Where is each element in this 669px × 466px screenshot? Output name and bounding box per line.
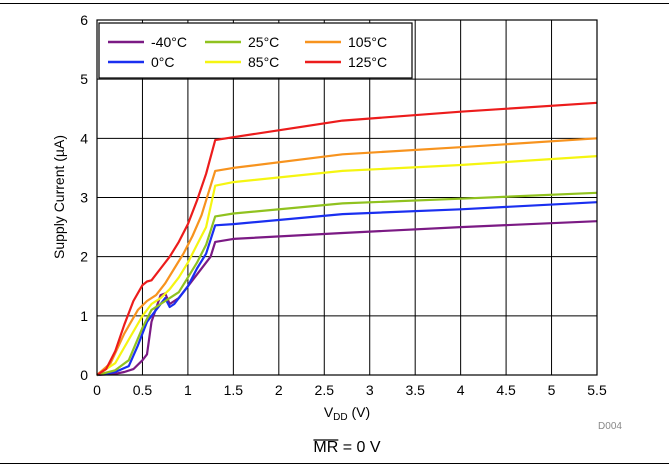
x-tick-label: 5.5 bbox=[587, 382, 607, 398]
y-tick-label: 5 bbox=[80, 71, 88, 87]
series-lines bbox=[96, 101, 598, 377]
x-tick-label: 1.5 bbox=[224, 382, 244, 398]
x-axis-label: VDD (V) bbox=[324, 404, 370, 423]
y-tick-label: 2 bbox=[80, 249, 88, 265]
series-line bbox=[96, 201, 598, 377]
plot-frame bbox=[96, 19, 598, 376]
series-line bbox=[96, 220, 598, 377]
legend-label: 0°C bbox=[151, 54, 175, 70]
series-line bbox=[96, 191, 598, 377]
bottom-rule bbox=[0, 463, 669, 464]
legend: -40°C 0°C 25°C 85°C 105°C 125°C bbox=[98, 22, 413, 79]
y-tick-label: 6 bbox=[80, 12, 88, 28]
x-tick-label: 3 bbox=[366, 382, 374, 398]
legend-label: -40°C bbox=[151, 34, 187, 50]
y-tick-label: 4 bbox=[80, 130, 88, 146]
y-tick-label: 0 bbox=[80, 367, 88, 383]
top-rule bbox=[0, 3, 669, 4]
y-axis-label: Supply Current (µA) bbox=[51, 135, 67, 259]
x-tick-label: 4 bbox=[457, 382, 465, 398]
legend-box bbox=[98, 22, 413, 79]
series-line bbox=[96, 137, 598, 376]
legend-label: 25°C bbox=[248, 34, 279, 50]
series-line bbox=[96, 101, 598, 376]
x-tick-label: 3.5 bbox=[405, 382, 425, 398]
figure-id: D004 bbox=[598, 421, 622, 432]
legend-label: 125°C bbox=[348, 54, 387, 70]
y-tick-label: 3 bbox=[80, 190, 88, 206]
chart-caption: MR = 0 V bbox=[313, 439, 380, 456]
x-tick-label: 1 bbox=[184, 382, 192, 398]
x-tick-label: 5 bbox=[548, 382, 556, 398]
y-tick-label: 1 bbox=[80, 308, 88, 324]
tick-labels: 0 0.5 1 1.5 2 2.5 3 3.5 4 4.5 5 5.5 0 1 2 3 4 5 6 bbox=[80, 12, 607, 398]
x-tick-label: 2.5 bbox=[315, 382, 335, 398]
legend-label: 85°C bbox=[248, 54, 279, 70]
legend-label: 105°C bbox=[348, 34, 387, 50]
x-tick-label: 0.5 bbox=[133, 382, 153, 398]
x-tick-label: 0 bbox=[93, 382, 101, 398]
series-line bbox=[96, 155, 598, 376]
x-tick-label: 4.5 bbox=[496, 382, 516, 398]
x-tick-label: 2 bbox=[275, 382, 283, 398]
